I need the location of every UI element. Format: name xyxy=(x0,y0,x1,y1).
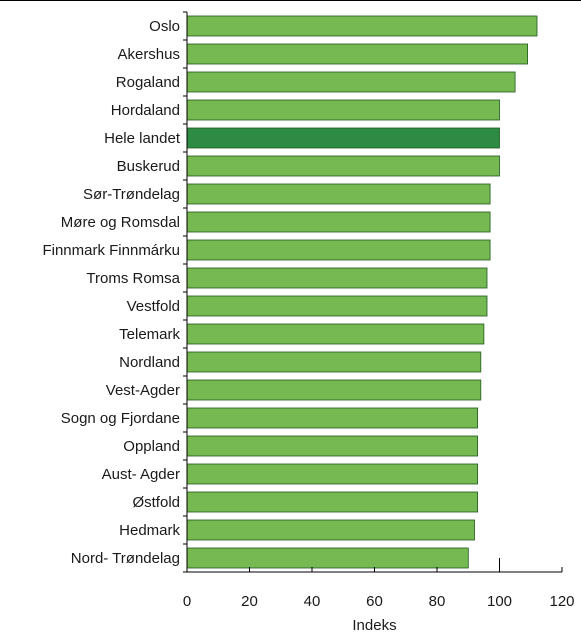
category-label: Finnmark Finnmárku xyxy=(42,242,180,259)
category-label: Telemark xyxy=(119,326,180,343)
bar-vest-agder xyxy=(186,379,482,401)
category-label: Akershus xyxy=(117,46,180,63)
bar-møre-og-romsdal xyxy=(186,211,491,233)
category-label: Sør-Trøndelag xyxy=(83,186,180,203)
category-label: Hedmark xyxy=(119,522,180,539)
x-axis: 0 20 40 60 80 100 120 xyxy=(183,567,575,610)
category-label: Buskerud xyxy=(117,158,180,175)
bar-akershus xyxy=(186,43,529,65)
category-labels: Oslo Akershus Rogaland Hordaland Hele landet… xyxy=(42,18,180,567)
bar-hordaland xyxy=(186,99,500,121)
x-tick-label: 20 xyxy=(241,593,258,610)
bar-aust-agder xyxy=(186,463,479,485)
category-label: Oslo xyxy=(149,18,180,35)
x-tick-label: 40 xyxy=(304,593,321,610)
bar-finnmark-finnm-rku xyxy=(186,239,491,261)
bar-hedmark xyxy=(186,519,475,541)
category-label: Hele landet xyxy=(104,130,181,147)
bar-nord-trøndelag xyxy=(186,547,469,569)
x-tick-label: 0 xyxy=(183,593,191,610)
x-tick-label: 100 xyxy=(487,593,512,610)
category-label: Hordaland xyxy=(111,102,180,119)
bar-nordland xyxy=(186,351,482,373)
bar-telemark xyxy=(186,323,485,345)
bars-group xyxy=(186,15,538,569)
category-label: Rogaland xyxy=(116,74,180,91)
category-label: Nordland xyxy=(119,354,180,371)
x-tick-label: 80 xyxy=(429,593,446,610)
bar-hele-landet xyxy=(186,127,500,149)
category-label: Oppland xyxy=(123,438,180,455)
x-axis-label: Indeks xyxy=(352,617,396,634)
bar-troms-romsa xyxy=(186,267,488,289)
bar-østfold xyxy=(186,491,479,513)
x-tick-label: 60 xyxy=(366,593,383,610)
category-label: Troms Romsa xyxy=(86,270,180,287)
x-tick-label: 120 xyxy=(549,593,574,610)
category-label: Nord- Trøndelag xyxy=(71,550,180,567)
category-label: Vest-Agder xyxy=(106,382,180,399)
bar-vestfold xyxy=(186,295,488,317)
bar-oppland xyxy=(186,435,479,457)
y-axis xyxy=(183,11,188,573)
bar-rogaland xyxy=(186,71,516,93)
bar-sør-trøndelag xyxy=(186,183,491,205)
category-label: Aust- Agder xyxy=(102,466,180,483)
bar-sogn-og-fjordane xyxy=(186,407,479,429)
bar-buskerud xyxy=(186,155,500,177)
category-label: Møre og Romsdal xyxy=(61,214,180,231)
category-label: Sogn og Fjordane xyxy=(61,410,180,427)
category-label: Vestfold xyxy=(127,298,180,315)
category-label: Østfold xyxy=(132,494,180,511)
bar-oslo xyxy=(186,15,538,37)
